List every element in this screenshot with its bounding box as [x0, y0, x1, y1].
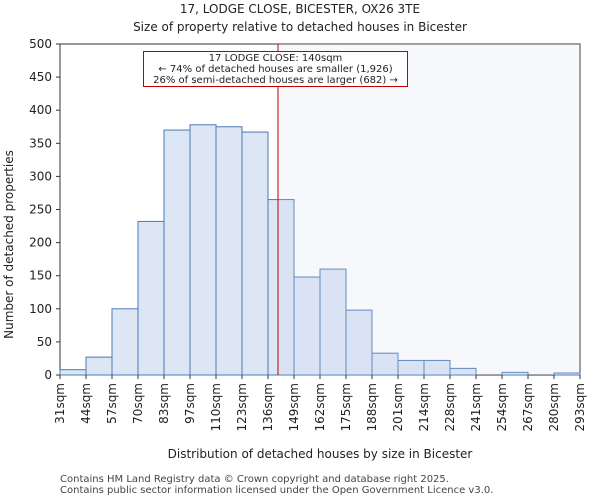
bar-280sqm: [553, 372, 581, 376]
y-tick-label-450: 450: [29, 70, 52, 84]
x-tick-label-228sqm: 228sqm: [443, 383, 457, 431]
y-axis-label: Number of detached properties: [2, 150, 16, 339]
x-tick-label-254sqm: 254sqm: [495, 383, 509, 431]
y-tick-label-500: 500: [29, 37, 52, 51]
annotation-line-2: ← 74% of detached houses are smaller (1,…: [158, 64, 393, 75]
x-tick-label-83sqm: 83sqm: [157, 383, 171, 424]
x-tick-label-97sqm: 97sqm: [183, 383, 197, 424]
bar-136sqm: [267, 199, 295, 376]
x-tick-label-293sqm: 293sqm: [573, 383, 587, 431]
bar-228sqm: [449, 367, 477, 376]
x-tick-label-136sqm: 136sqm: [261, 383, 275, 431]
annotation-line-1: 17 LODGE CLOSE: 140sqm: [208, 53, 343, 64]
x-tick-label-214sqm: 214sqm: [417, 383, 431, 431]
x-axis-label: Distribution of detached houses by size …: [168, 447, 473, 461]
y-tick-label-0: 0: [44, 368, 52, 382]
x-tick-label-110sqm: 110sqm: [209, 383, 223, 431]
x-tick-label-31sqm: 31sqm: [53, 383, 67, 424]
x-tick-label-162sqm: 162sqm: [313, 383, 327, 431]
x-tick-label-123sqm: 123sqm: [235, 383, 249, 431]
footer-line-2: Contains public sector information licen…: [60, 485, 494, 496]
y-tick-label-150: 150: [29, 269, 52, 283]
bar-57sqm: [111, 308, 139, 376]
footer-line-1: Contains HM Land Registry data © Crown c…: [60, 474, 449, 485]
x-tick-label-188sqm: 188sqm: [365, 383, 379, 431]
bar-70sqm: [137, 220, 165, 376]
chart-title: 17, LODGE CLOSE, BICESTER, OX26 3TE: [179, 2, 421, 16]
x-tick-label-57sqm: 57sqm: [105, 383, 119, 424]
x-tick-label-201sqm: 201sqm: [391, 383, 405, 431]
bar-31sqm: [59, 369, 87, 376]
bar-214sqm: [423, 359, 451, 376]
property-annotation-box: 17 LODGE CLOSE: 140sqm ← 74% of detached…: [143, 51, 408, 87]
bar-83sqm: [163, 129, 191, 376]
y-tick-label-200: 200: [29, 236, 52, 250]
bar-175sqm: [345, 309, 373, 376]
x-tick-label-175sqm: 175sqm: [339, 383, 353, 431]
annotation-line-3: 26% of semi-detached houses are larger (…: [153, 75, 398, 86]
x-tick-label-44sqm: 44sqm: [79, 383, 93, 424]
bar-149sqm: [293, 276, 321, 376]
x-tick-label-280sqm: 280sqm: [547, 383, 561, 431]
y-tick-label-350: 350: [29, 136, 52, 150]
x-tick-label-149sqm: 149sqm: [287, 383, 301, 431]
bar-97sqm: [189, 124, 217, 376]
y-tick-label-250: 250: [29, 203, 52, 217]
y-tick-label-100: 100: [29, 302, 52, 316]
bar-44sqm: [85, 356, 113, 376]
bar-110sqm: [215, 126, 243, 376]
bar-123sqm: [241, 131, 269, 376]
chart-subtitle: Size of property relative to detached ho…: [133, 20, 467, 34]
y-tick-label-300: 300: [29, 169, 52, 183]
larger-region-shade: [278, 44, 580, 375]
x-tick-label-70sqm: 70sqm: [131, 383, 145, 424]
y-tick-label-400: 400: [29, 103, 52, 117]
bar-254sqm: [501, 371, 529, 376]
x-tick-label-241sqm: 241sqm: [469, 383, 483, 431]
x-tick-label-267sqm: 267sqm: [521, 383, 535, 431]
y-tick-label-50: 50: [37, 335, 52, 349]
